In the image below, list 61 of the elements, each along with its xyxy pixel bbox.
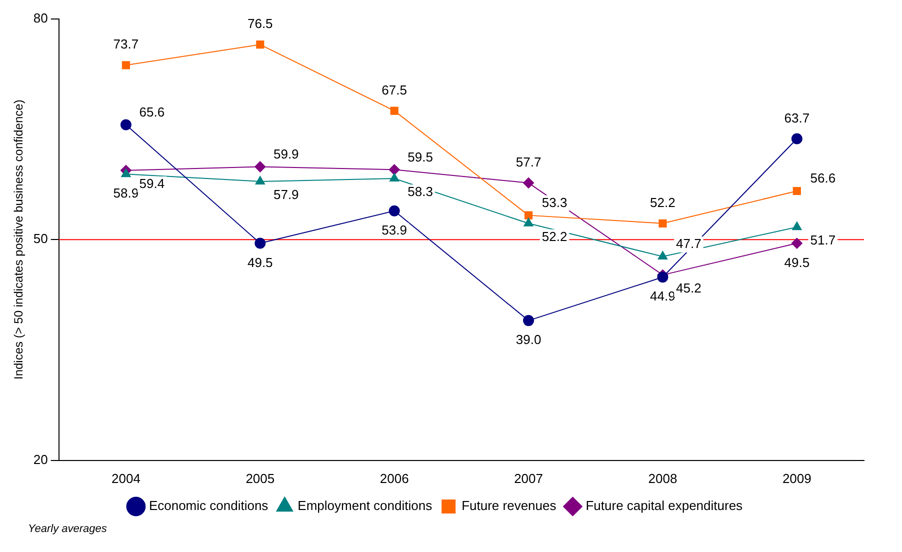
point (524, 211, 533, 220)
x-tick-label: 2006 (380, 470, 409, 486)
data-label: 56.6 (810, 170, 836, 186)
legend-label: Future revenues (462, 498, 557, 514)
point (523, 315, 534, 326)
point (254, 161, 266, 172)
data-label: 65.6 (139, 104, 165, 120)
point (658, 251, 668, 260)
data-label: 59.5 (408, 149, 433, 164)
data-label: 44.9 (650, 288, 676, 304)
point (121, 168, 131, 178)
x-tick-label: 2007 (514, 470, 543, 486)
x-tick-label: 2009 (782, 470, 812, 486)
data-label: 53.9 (382, 222, 407, 238)
point (388, 164, 400, 176)
data-label: 58.3 (408, 184, 433, 200)
x-tick-label: 2004 (111, 470, 140, 486)
point (254, 238, 266, 249)
y-tick-label: 20 (33, 452, 48, 467)
text: Yearly averages (28, 523, 108, 535)
y-tick-label: 50 (33, 231, 48, 246)
point (791, 238, 802, 249)
point (523, 177, 534, 188)
data-label: 58.9 (113, 186, 139, 201)
data-label: 45.2 (676, 280, 702, 296)
point (388, 205, 400, 216)
data-label: 53.3 (542, 194, 568, 210)
point (657, 272, 668, 283)
data-label: 67.5 (382, 82, 407, 98)
legend-label: Future capital expenditures (586, 498, 744, 514)
data-label: 49.5 (247, 254, 273, 270)
x-tick-label: 2008 (648, 470, 678, 486)
data-label: 57.7 (516, 154, 542, 170)
point (791, 133, 802, 144)
legend-label: Economic conditions (148, 498, 269, 514)
data-label: 73.7 (113, 36, 139, 52)
data-label: 63.7 (784, 110, 810, 126)
data-label: 59.9 (273, 146, 299, 162)
point (390, 106, 398, 115)
point (122, 61, 130, 70)
data-label: 47.7 (676, 236, 702, 252)
x-tick-label: 2005 (246, 470, 275, 486)
data-label: 52.2 (650, 194, 676, 210)
data-label: 39.0 (516, 332, 542, 348)
data-label: 49.5 (784, 254, 810, 270)
point (255, 176, 265, 184)
y-axis-title: Indices (> 50 indicates positive business confidence) (12, 100, 26, 380)
point (658, 219, 667, 228)
data-label: 51.7 (810, 232, 836, 248)
legend-label: Employment conditions (298, 498, 433, 514)
point (524, 218, 534, 226)
data-label: 52.2 (542, 228, 568, 244)
y-tick-label: 80 (33, 10, 48, 26)
point (390, 173, 400, 182)
point (256, 40, 264, 49)
point (120, 119, 132, 130)
point (792, 186, 801, 196)
data-label: 57.9 (273, 187, 299, 202)
point (792, 222, 802, 230)
data-label: 59.4 (139, 176, 165, 191)
data-label: 76.5 (247, 16, 273, 32)
